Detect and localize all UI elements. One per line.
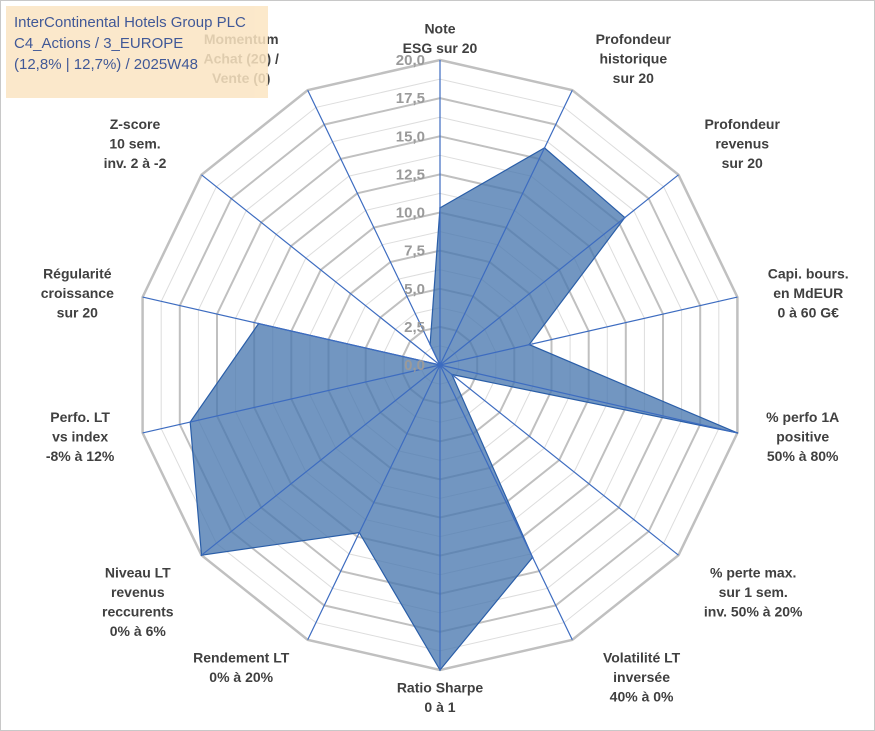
axis-label-line: Profondeur [596, 31, 672, 47]
tick-labels: 0,0 2,5 5,0 7,5 10,0 12,5 15,0 17,5 20,0 [396, 52, 425, 374]
axis-label-line: Z-score [110, 116, 161, 132]
axis-label-line: Perfo. LT [50, 409, 110, 425]
axis-label-line: inversée [613, 669, 670, 685]
axis-label-3: Capi. bours. en MdEUR 0 à 60 G€ [768, 266, 849, 321]
axis-label-line: 0 à 60 G€ [777, 305, 839, 321]
axis-label-line: positive [776, 429, 829, 445]
axis-spoke [439, 89, 573, 366]
axis-label-6: Volatilité LT inversée 40% à 0% [603, 649, 681, 704]
axis-label-2: Profondeur revenus sur 20 [704, 116, 780, 171]
axis-label-line: revenus [715, 135, 769, 151]
axis-label-line: sur 20 [57, 305, 98, 321]
axis-spoke [142, 364, 441, 434]
tick-label: 15,0 [396, 128, 425, 145]
axis-label-4: % perfo 1A positive 50% à 80% [766, 409, 839, 464]
axis-spoke [201, 364, 441, 556]
axis-label-line: inv. 2 à -2 [104, 155, 167, 171]
axis-label-1: Profondeur historique sur 20 [596, 31, 672, 86]
axis-label-0: Note ESG sur 20 [403, 21, 478, 57]
axis-spoke [439, 174, 679, 366]
axis-label-line: Niveau LT [105, 565, 171, 581]
tick-label: 0,0 [404, 357, 425, 374]
tick-label: 10,0 [396, 205, 425, 222]
axis-label-line: sur 20 [722, 155, 763, 171]
chart-title-box: InterContinental Hotels Group PLC C4_Act… [6, 6, 268, 98]
axis-spoke [439, 364, 573, 641]
axis-label-8: Rendement LT 0% à 20% [193, 649, 290, 685]
axis-label-line: ESG sur 20 [403, 40, 478, 56]
axis-label-12: Z-score 10 sem. inv. 2 à -2 [104, 116, 167, 171]
axis-label-line: croissance [41, 285, 114, 301]
spoke-layer [142, 60, 738, 670]
axis-label-line: revenus [111, 584, 165, 600]
tick-label: 2,5 [404, 319, 425, 336]
axis-label-line: Profondeur [704, 116, 780, 132]
series-area [189, 147, 738, 672]
axis-spoke [307, 364, 441, 641]
axis-label-line: Régularité [43, 266, 112, 282]
axis-spoke [439, 364, 679, 556]
tick-label: 5,0 [404, 281, 425, 298]
axis-label-line: % perfo 1A [766, 409, 839, 425]
axis-spoke [439, 364, 738, 434]
axis-label-10: Perfo. LT vs index -8% à 12% [46, 409, 115, 464]
tick-label: 20,0 [396, 52, 425, 69]
axis-label-line: Note [424, 21, 455, 37]
axis-label-line: 40% à 0% [610, 688, 674, 704]
axis-label-line: 50% à 80% [767, 448, 839, 464]
axis-label-9: Niveau LT revenus reccurents 0% à 6% [102, 565, 174, 640]
axis-label-line: % perte max. [710, 565, 796, 581]
axis-label-line: Rendement LT [193, 649, 290, 665]
series-layer [189, 147, 739, 672]
axis-label-line: -8% à 12% [46, 448, 115, 464]
axis-label-5: % perte max. sur 1 sem. inv. 50% à 20% [704, 565, 803, 620]
axis-label-line: 0 à 1 [424, 699, 455, 715]
axis-label-line: Capi. bours. [768, 266, 849, 282]
axis-label-line: 10 sem. [109, 135, 160, 151]
axis-label-11: Régularité croissance sur 20 [41, 266, 114, 321]
title-company: InterContinental Hotels Group PLC [14, 14, 246, 31]
axis-label-line: inv. 50% à 20% [704, 604, 803, 620]
axis-label-line: sur 1 sem. [719, 584, 788, 600]
axis-label-line: sur 20 [613, 70, 654, 86]
axis-spoke [307, 89, 441, 366]
tick-label: 7,5 [404, 243, 425, 260]
axis-label-line: historique [599, 51, 667, 67]
axis-label-line: 0% à 20% [209, 669, 273, 685]
title-period: (12,8% | 12,7%) / 2025W48 [14, 56, 198, 73]
axis-label-line: en MdEUR [773, 285, 843, 301]
axis-spoke [439, 296, 738, 366]
title-category: C4_Actions / 3_EUROPE [14, 35, 184, 52]
axis-label-line: Ratio Sharpe [397, 680, 484, 696]
axis-label-line: 0% à 6% [110, 623, 167, 639]
tick-label: 12,5 [396, 166, 425, 183]
tick-label: 17,5 [396, 90, 425, 107]
axis-label-line: Volatilité LT [603, 649, 681, 665]
axis-spoke [201, 174, 441, 366]
axis-label-line: reccurents [102, 604, 174, 620]
axis-spoke [142, 296, 441, 366]
axis-label-7: Ratio Sharpe 0 à 1 [397, 680, 484, 716]
axis-label-line: vs index [52, 429, 108, 445]
